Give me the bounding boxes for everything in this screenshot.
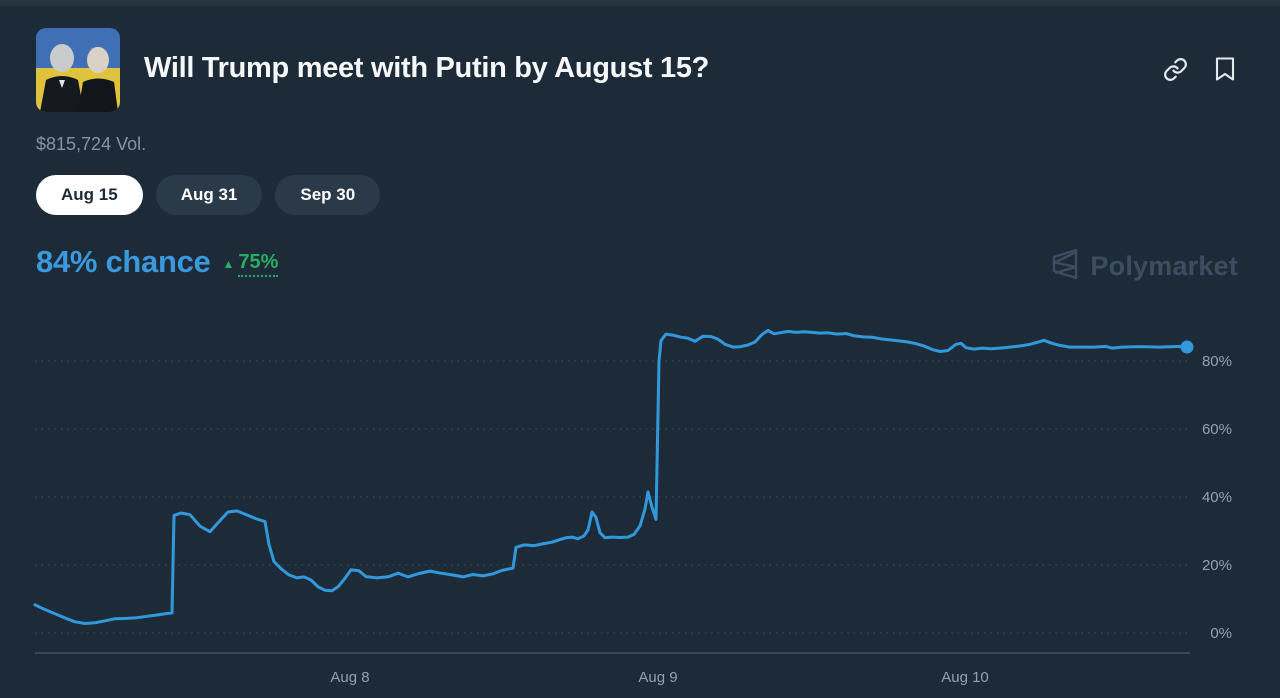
header-actions	[1163, 56, 1236, 82]
polymarket-logo-icon	[1047, 247, 1081, 286]
chance-change: ▲ 75%	[223, 251, 279, 277]
putin-trump-image	[36, 28, 120, 112]
change-percent: 75%	[238, 251, 279, 277]
y-tick-label-40: 40%	[1202, 489, 1232, 506]
polymarket-wordmark: Polymarket	[1090, 251, 1238, 281]
up-arrow-icon: ▲	[222, 257, 235, 271]
current-price-dot	[1180, 340, 1194, 354]
tab-aug-15[interactable]: Aug 15	[36, 175, 143, 215]
copy-link-button[interactable]	[1163, 57, 1188, 82]
outcome-date-tabs: Aug 15 Aug 31 Sep 30	[36, 175, 381, 215]
x-tick-label: Aug 10	[941, 669, 989, 686]
market-avatar	[36, 28, 120, 112]
tab-sep-30[interactable]: Sep 30	[275, 175, 381, 215]
chance-value: 84% chance	[36, 244, 211, 279]
chance-readout: 84% chance ▲ 75%	[36, 244, 279, 280]
y-tick-label-0: 0%	[1210, 625, 1232, 642]
link-icon	[1163, 57, 1188, 82]
top-edge-strip	[0, 0, 1280, 6]
x-tick-label: Aug 8	[330, 669, 369, 686]
y-tick-label-80: 80%	[1202, 353, 1232, 370]
page-title: Will Trump meet with Putin by August 15?	[144, 52, 710, 84]
x-tick-label: Aug 9	[638, 669, 677, 686]
y-tick-label-60: 60%	[1202, 421, 1232, 438]
price-line	[33, 328, 1189, 625]
polymarket-watermark: Polymarket	[1047, 247, 1238, 286]
volume-label: $815,724 Vol.	[36, 134, 147, 154]
bookmark-icon	[1214, 56, 1236, 82]
tab-aug-31[interactable]: Aug 31	[155, 175, 263, 215]
bookmark-button[interactable]	[1214, 56, 1236, 82]
y-tick-label-20: 20%	[1202, 557, 1232, 574]
